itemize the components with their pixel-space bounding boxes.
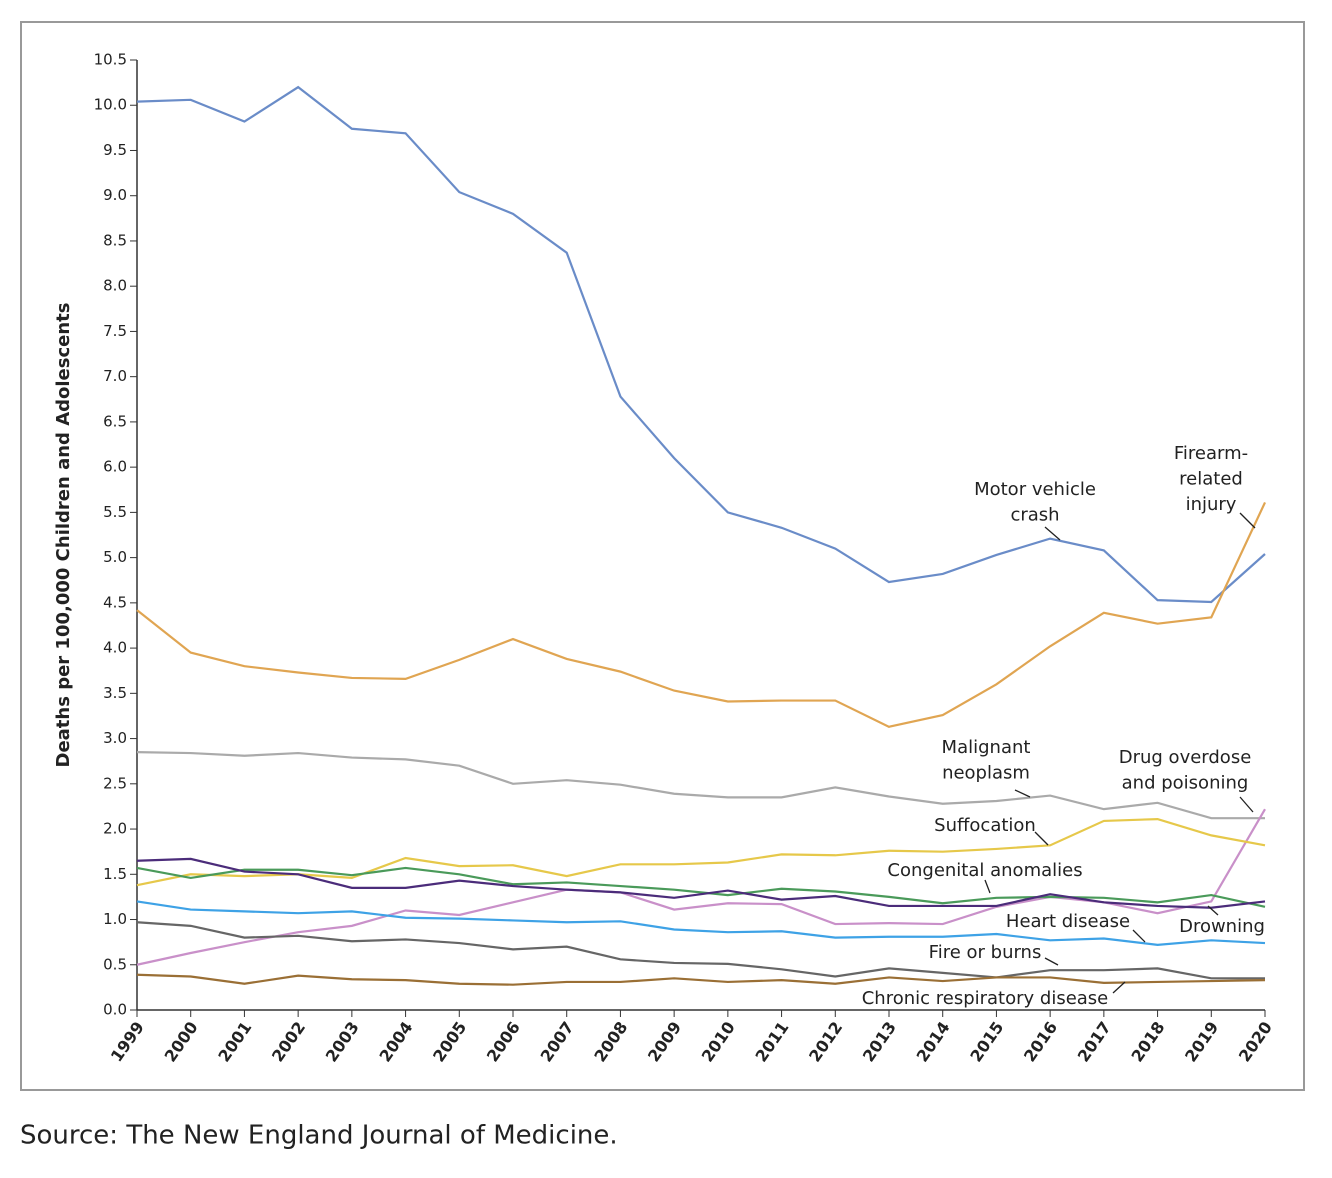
series-label: Suffocation xyxy=(934,815,1036,836)
y-tick-label: 2.5 xyxy=(103,774,127,792)
series-line xyxy=(136,817,1266,887)
label-line: Drug overdose xyxy=(1119,747,1252,768)
y-tick-label: 10.5 xyxy=(94,51,127,69)
y-tick-label: 5.0 xyxy=(103,548,127,566)
series-label: Firearm-related injury xyxy=(1174,443,1248,515)
series-line xyxy=(136,85,1266,604)
y-tick-label: 3.0 xyxy=(103,729,127,747)
series-line xyxy=(136,808,1266,966)
y-tick-label: 4.5 xyxy=(103,593,127,611)
series-label: Drowning xyxy=(1179,916,1265,937)
label-line: crash xyxy=(1010,505,1059,526)
y-tick-label: 5.5 xyxy=(103,503,127,521)
leader-line xyxy=(1132,929,1146,943)
series-label: Congenital anomalies xyxy=(887,860,1082,881)
y-tick-label: 10.0 xyxy=(94,96,127,114)
y-tick-label: 0.0 xyxy=(103,1001,127,1019)
source-note: Source: The New England Journal of Medic… xyxy=(20,1121,618,1151)
y-tick-label: 7.5 xyxy=(103,322,127,340)
series-label: Fire or burns xyxy=(929,942,1042,963)
y-tick-label: 6.5 xyxy=(103,412,127,430)
y-tick-label: 9.5 xyxy=(103,141,127,159)
label-line: injury xyxy=(1186,494,1237,515)
series-line xyxy=(136,921,1265,980)
label-line: Malignant xyxy=(942,737,1031,758)
leader-line xyxy=(1044,957,1059,966)
series-line xyxy=(136,900,1266,946)
leader-line xyxy=(1034,831,1049,846)
y-tick-label: 4.0 xyxy=(103,639,127,657)
label-line: Motor vehicle xyxy=(974,479,1096,500)
y-axis-title: Deaths per 100,000 Children and Adolesce… xyxy=(53,303,74,768)
leader-line xyxy=(1044,526,1061,541)
label-line: neoplasm xyxy=(942,763,1030,784)
label-line: and poisoning xyxy=(1122,773,1249,794)
leader-line xyxy=(1112,981,1126,994)
y-tick-label: 7.0 xyxy=(103,367,127,385)
leader-line xyxy=(1239,512,1256,529)
y-tick-label: 0.5 xyxy=(103,955,127,973)
y-tick-label: 1.0 xyxy=(103,910,127,928)
y-tick-label: 2.0 xyxy=(103,820,127,838)
y-tick-label: 9.0 xyxy=(103,186,127,204)
series-line xyxy=(136,501,1266,728)
label-line: Firearm- xyxy=(1174,443,1248,464)
y-tick-label: 8.0 xyxy=(103,277,127,295)
series-label: Chronic respiratory disease xyxy=(862,988,1109,1009)
series-label: Motor vehicle crash xyxy=(974,479,1096,526)
series-line xyxy=(136,857,1266,909)
y-tick-label: 8.5 xyxy=(103,231,127,249)
y-tick-label: 6.0 xyxy=(103,458,127,476)
leader-line xyxy=(984,879,991,894)
series-line xyxy=(136,973,1266,986)
leader-line xyxy=(1014,789,1031,798)
leader-line xyxy=(1207,905,1219,916)
y-tick-label: 3.5 xyxy=(103,684,127,702)
series-label: Heart disease xyxy=(1006,911,1130,932)
leader-line xyxy=(1239,796,1254,813)
label-line: related xyxy=(1179,469,1243,490)
series-line xyxy=(136,751,1265,820)
series-label: Drug overdose and poisoning xyxy=(1119,747,1252,794)
y-tick-label: 1.5 xyxy=(103,865,127,883)
series-label: Malignant neoplasm xyxy=(942,737,1031,784)
